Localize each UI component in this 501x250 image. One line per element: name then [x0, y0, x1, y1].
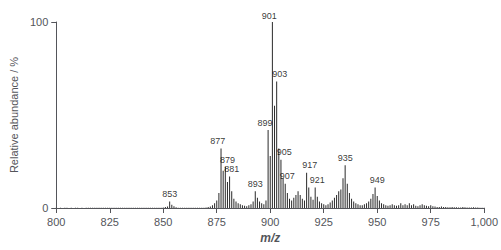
- svg-text:Relative abundance / %: Relative abundance / %: [8, 57, 20, 173]
- svg-text:875: 875: [208, 216, 226, 228]
- svg-text:907: 907: [280, 171, 295, 181]
- svg-text:900: 900: [261, 216, 279, 228]
- svg-text:800: 800: [47, 216, 65, 228]
- svg-text:0: 0: [42, 202, 48, 214]
- svg-text:901: 901: [262, 11, 277, 21]
- svg-text:881: 881: [224, 164, 239, 174]
- svg-text:935: 935: [338, 153, 353, 163]
- svg-text:1,000: 1,000: [470, 216, 498, 228]
- svg-text:825: 825: [101, 216, 119, 228]
- svg-text:877: 877: [210, 136, 225, 146]
- svg-text:100: 100: [30, 16, 48, 28]
- svg-text:949: 949: [370, 175, 385, 185]
- svg-text:899: 899: [257, 118, 272, 128]
- svg-text:879: 879: [219, 154, 235, 165]
- svg-text:925: 925: [315, 216, 333, 228]
- svg-text:921: 921: [310, 175, 325, 185]
- svg-text:893: 893: [248, 179, 263, 189]
- svg-text:950: 950: [368, 216, 386, 228]
- svg-text:850: 850: [154, 216, 172, 228]
- svg-text:975: 975: [422, 216, 440, 228]
- svg-text:905: 905: [277, 147, 292, 157]
- svg-text:m/z: m/z: [260, 231, 280, 245]
- svg-text:917: 917: [302, 160, 317, 170]
- svg-text:903: 903: [272, 69, 287, 79]
- svg-text:853: 853: [162, 189, 177, 199]
